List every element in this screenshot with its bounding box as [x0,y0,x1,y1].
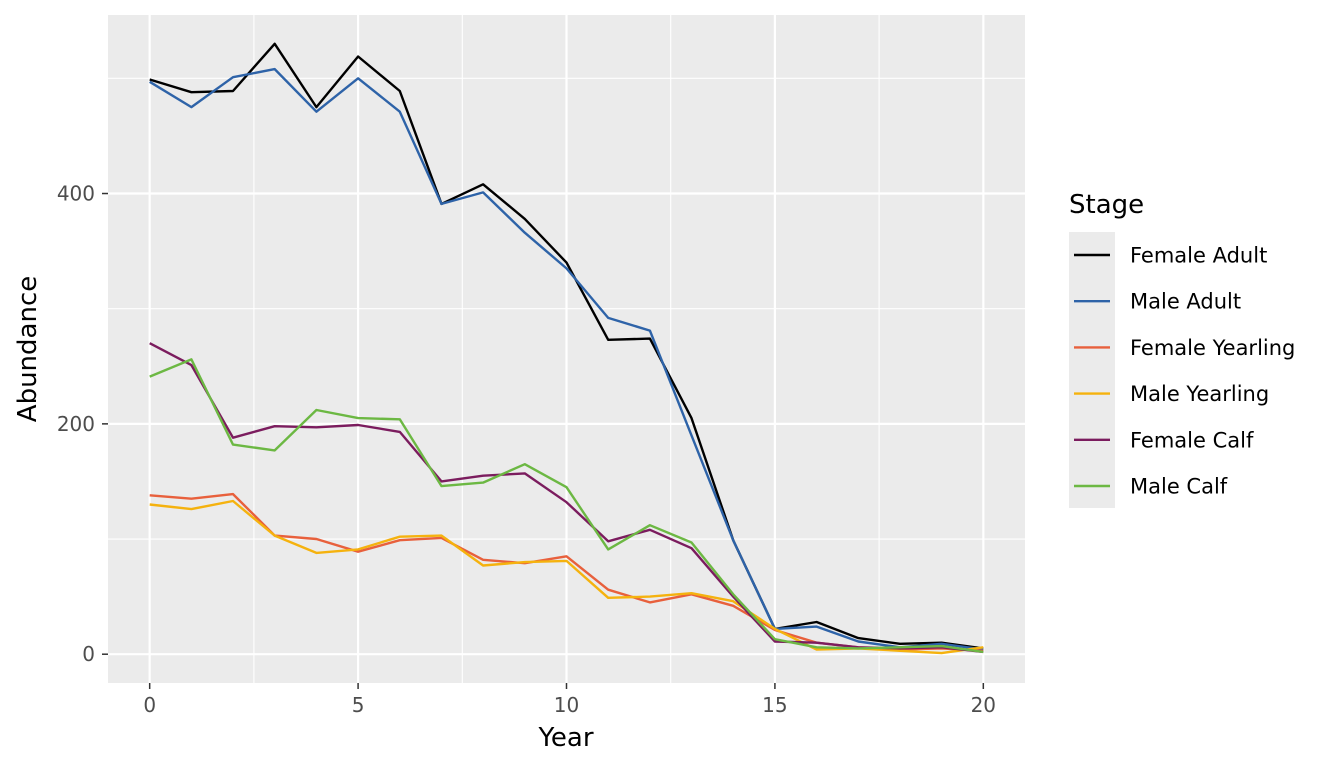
y-axis: 0 200 400 [57,182,108,666]
x-tick-label: 0 [143,693,156,717]
legend-label-male-yearling: Male Yearling [1130,382,1269,406]
y-tick-label: 400 [57,182,95,206]
legend-label-female-yearling: Female Yearling [1130,336,1295,360]
legend-title: Stage [1069,190,1144,220]
y-tick-label: 200 [57,412,95,436]
legend-label-female-adult: Female Adult [1130,244,1267,268]
legend-key-background [1069,232,1115,508]
x-tick-label: 20 [971,693,996,717]
series-lines [149,42,984,655]
series-line-male-calf [149,358,984,654]
x-tick-label: 5 [352,693,365,717]
legend-label-male-adult: Male Adult [1130,290,1241,314]
x-axis-title: Year [537,723,593,753]
series-line-female-calf [149,342,984,654]
series-line-male-adult [149,67,984,651]
x-axis: 0 5 10 15 20 [143,683,996,717]
x-tick-label: 15 [762,693,787,717]
y-axis-title: Abundance [13,276,43,422]
legend-label-male-calf: Male Calf [1130,475,1228,499]
legend-label-female-calf: Female Calf [1130,428,1254,452]
y-tick-label: 0 [82,642,95,666]
x-tick-label: 10 [554,693,579,717]
legend: Stage Female Adult Male Adult Female Yearl… [1069,190,1295,508]
major-gridlines [108,15,1025,683]
series-line-female-adult [149,42,984,650]
